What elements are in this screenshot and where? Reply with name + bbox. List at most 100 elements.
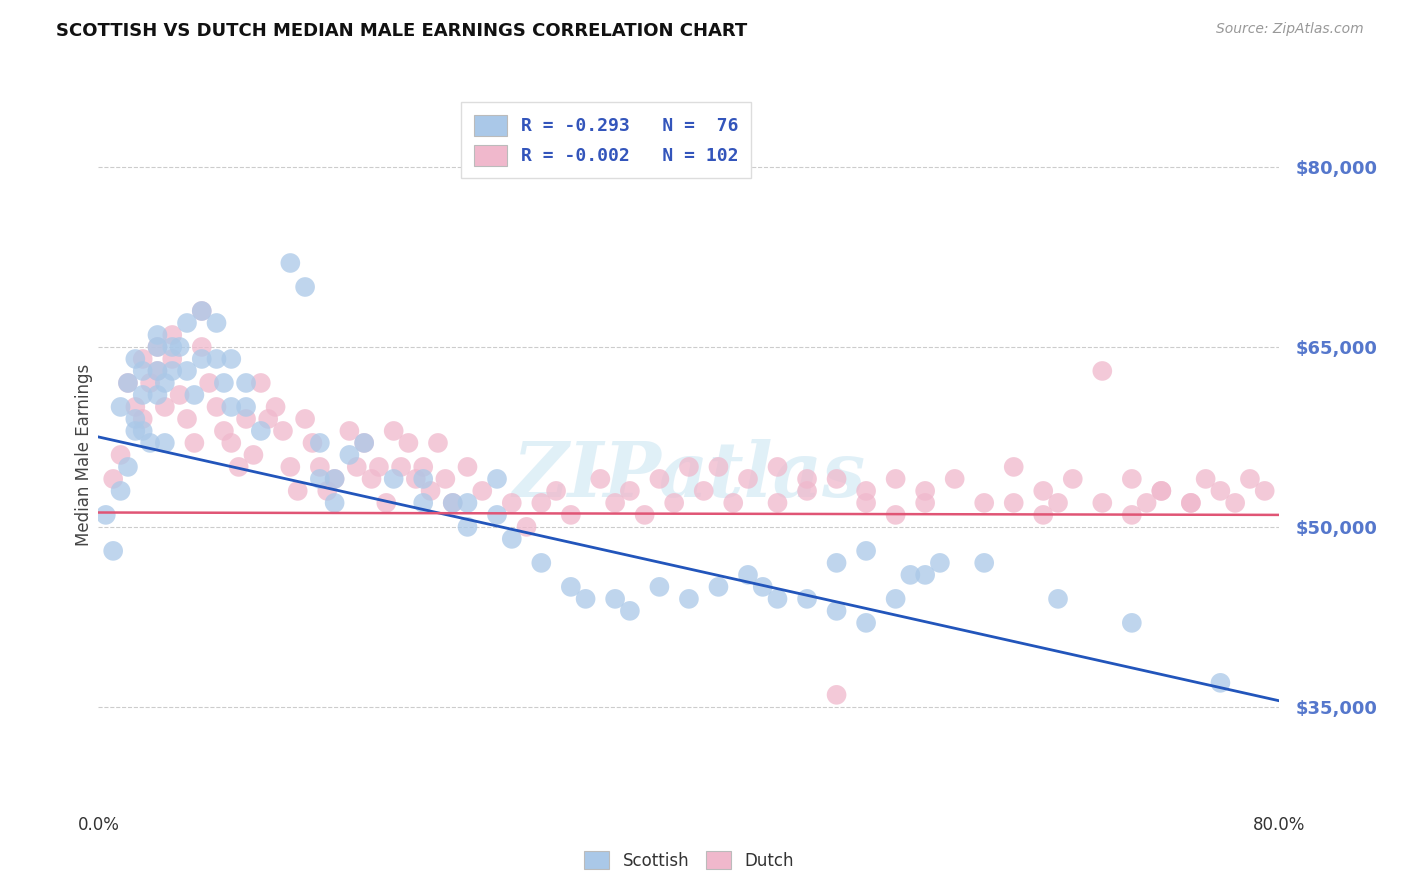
Point (169, 340, 191, 354)
Point (434, 472, 457, 486)
Point (132, 351, 155, 366)
Point (766, 591, 789, 606)
Point (560, 508, 582, 522)
Point (124, 351, 146, 366)
Point (162, 364, 183, 378)
Point (721, 496, 744, 510)
Point (855, 544, 877, 558)
Point (205, 316, 228, 330)
Point (751, 580, 773, 594)
Point (124, 424, 146, 438)
Point (486, 508, 509, 522)
Point (1150, 483, 1173, 498)
Point (176, 364, 198, 378)
Point (323, 472, 346, 486)
Point (501, 532, 523, 546)
Point (678, 459, 700, 474)
Point (914, 483, 936, 498)
Point (146, 364, 169, 378)
Point (139, 376, 162, 390)
Point (884, 591, 907, 606)
Point (205, 351, 228, 366)
Point (855, 615, 877, 630)
Point (648, 580, 671, 594)
Point (124, 400, 146, 414)
Point (530, 556, 553, 570)
Point (412, 459, 434, 474)
Point (1209, 676, 1232, 690)
Point (412, 496, 434, 510)
Text: ZIPatlas: ZIPatlas (512, 439, 866, 513)
Point (501, 496, 523, 510)
Point (544, 483, 567, 498)
Point (375, 496, 398, 510)
Point (212, 424, 235, 438)
Point (1223, 496, 1246, 510)
Point (132, 412, 155, 426)
Point (287, 483, 309, 498)
Point (605, 496, 627, 510)
Y-axis label: Median Male Earnings: Median Male Earnings (75, 364, 93, 546)
Point (110, 483, 132, 498)
Point (884, 508, 907, 522)
Point (219, 351, 242, 366)
Point (914, 496, 936, 510)
Point (678, 591, 700, 606)
Point (619, 604, 641, 618)
Point (766, 459, 789, 474)
Point (456, 459, 478, 474)
Point (309, 436, 332, 450)
Point (250, 376, 273, 390)
Point (707, 580, 730, 594)
Point (486, 472, 509, 486)
Point (368, 459, 391, 474)
Point (235, 376, 257, 390)
Point (278, 256, 302, 270)
Point (766, 496, 789, 510)
Point (855, 483, 877, 498)
Point (316, 483, 339, 498)
Point (1062, 472, 1084, 486)
Point (796, 483, 818, 498)
Point (1091, 496, 1114, 510)
Point (427, 436, 450, 450)
Point (1180, 496, 1202, 510)
Point (250, 424, 273, 438)
Point (212, 376, 235, 390)
Point (914, 567, 936, 582)
Point (441, 496, 464, 510)
Point (124, 412, 146, 426)
Point (257, 412, 280, 426)
Point (176, 316, 198, 330)
Point (146, 364, 169, 378)
Point (396, 436, 419, 450)
Point (132, 388, 155, 402)
Point (825, 472, 848, 486)
Point (323, 496, 346, 510)
Point (360, 472, 382, 486)
Point (337, 424, 360, 438)
Point (707, 459, 730, 474)
Point (1046, 591, 1069, 606)
Point (1195, 472, 1218, 486)
Point (560, 580, 582, 594)
Point (139, 436, 162, 450)
Point (353, 436, 375, 450)
Point (146, 340, 169, 354)
Point (619, 483, 641, 498)
Point (574, 591, 596, 606)
Point (309, 472, 332, 486)
Point (1032, 483, 1054, 498)
Point (153, 436, 176, 450)
Point (294, 280, 316, 294)
Point (219, 400, 242, 414)
Point (183, 436, 205, 450)
Point (169, 388, 191, 402)
Point (264, 400, 287, 414)
Point (205, 400, 228, 414)
Point (973, 496, 995, 510)
Point (162, 328, 183, 343)
Point (242, 448, 264, 462)
Point (1135, 496, 1157, 510)
Point (162, 340, 183, 354)
